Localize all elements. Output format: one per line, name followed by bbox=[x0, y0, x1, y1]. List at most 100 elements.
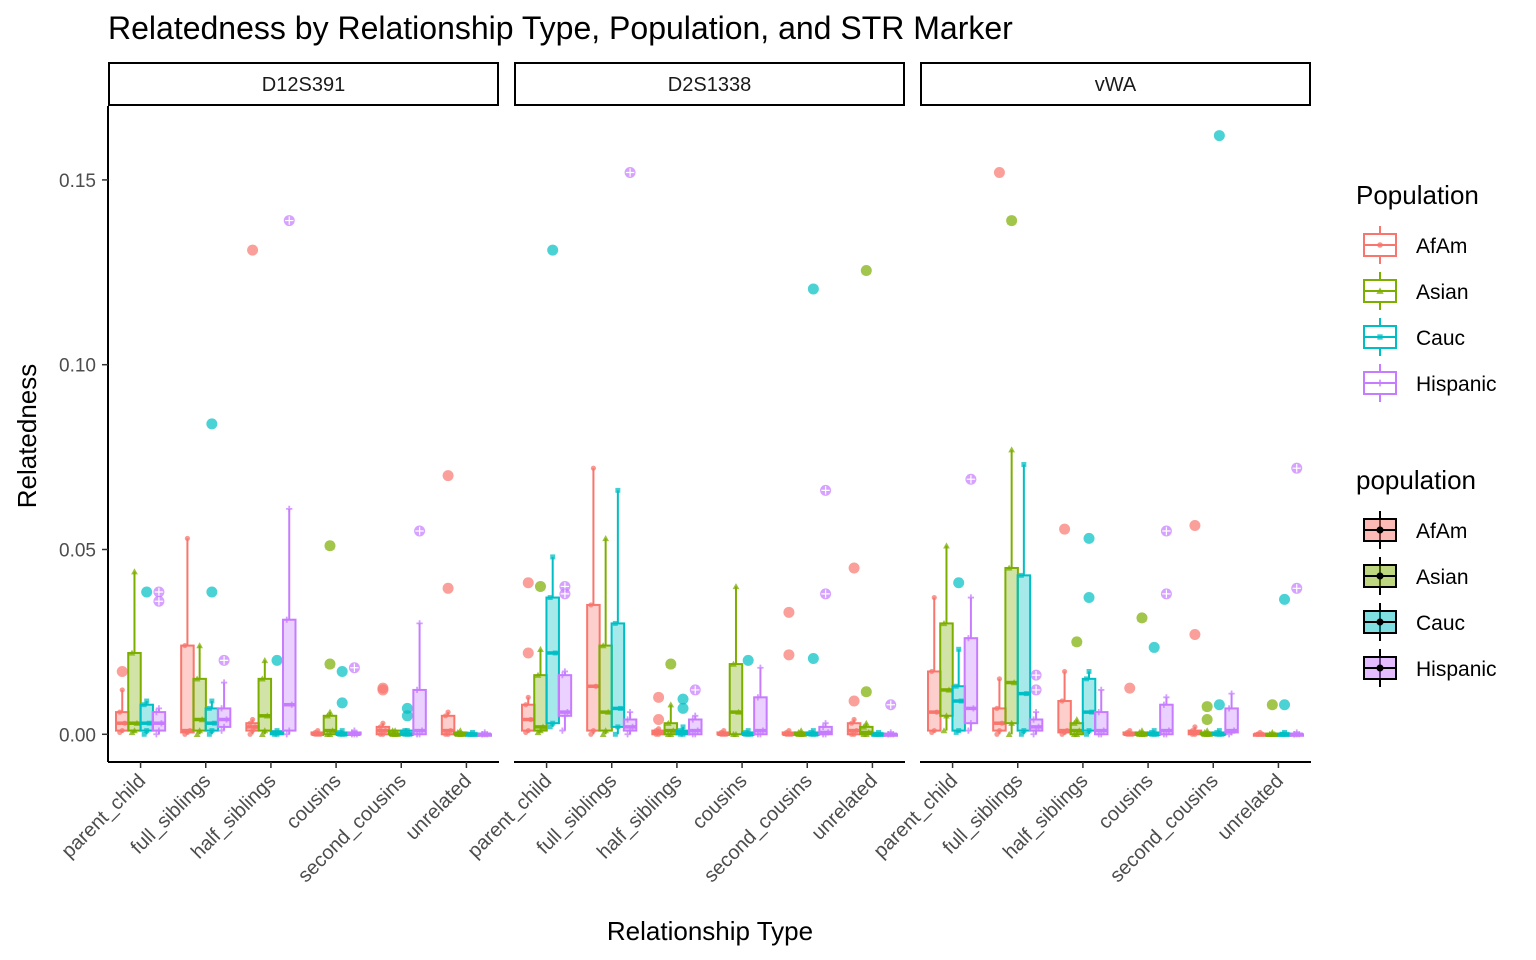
jitter-point bbox=[249, 716, 256, 723]
jitter-point bbox=[1030, 731, 1037, 738]
jitter-point-shape bbox=[193, 675, 201, 682]
jitter-point bbox=[523, 702, 529, 708]
jitter-point-shape bbox=[1192, 724, 1198, 730]
jitter-point bbox=[382, 727, 389, 734]
jitter-point bbox=[380, 731, 386, 737]
box-D12S391-second_cousins-AfAm bbox=[375, 682, 391, 737]
category-group-cousins: cousins bbox=[1094, 525, 1174, 833]
box-vWA-half_siblings-AfAm bbox=[1057, 523, 1072, 737]
jitter-point-shape bbox=[748, 731, 754, 737]
outlier-point-shape bbox=[1150, 644, 1158, 651]
jitter-point bbox=[550, 554, 556, 560]
jitter-point bbox=[1030, 716, 1037, 723]
jitter-point-shape bbox=[667, 701, 675, 708]
jitter-point bbox=[958, 698, 964, 704]
jitter-point bbox=[694, 727, 701, 734]
outlier-point-shape bbox=[679, 705, 687, 712]
legend-key-dot bbox=[1376, 572, 1384, 580]
jitter-point bbox=[196, 642, 204, 649]
jitter-point bbox=[1160, 701, 1168, 708]
jitter-point-shape bbox=[730, 660, 737, 667]
jitter-point bbox=[754, 694, 762, 701]
box-iqr bbox=[204, 707, 220, 732]
jitter-point-shape bbox=[277, 729, 282, 735]
box-vWA-second_cousins-AfAm bbox=[1187, 519, 1203, 737]
jitter-point-shape bbox=[810, 728, 816, 734]
jitter-point-shape bbox=[206, 731, 212, 737]
box-iqr bbox=[1081, 677, 1097, 732]
jitter-point-shape bbox=[198, 716, 206, 723]
jitter-point-shape bbox=[1268, 729, 1276, 736]
jitter-point bbox=[967, 720, 975, 727]
outlier-point bbox=[1189, 519, 1201, 531]
jitter-point bbox=[456, 727, 464, 734]
jitter-point bbox=[1005, 564, 1013, 571]
jitter-point bbox=[283, 731, 290, 738]
jitter-point-shape bbox=[678, 728, 683, 734]
outlier-point-dot bbox=[522, 647, 534, 659]
jitter-point bbox=[1073, 716, 1081, 723]
jitter-point bbox=[1018, 731, 1024, 737]
jitter-point-shape bbox=[658, 729, 664, 736]
jitter-point bbox=[745, 731, 751, 737]
jitter-point-shape bbox=[402, 731, 408, 737]
outlier-point bbox=[348, 662, 360, 674]
box-D12S391-full_siblings-Cauc bbox=[204, 418, 220, 737]
jitter-point bbox=[1230, 727, 1238, 734]
jitter-point-shape bbox=[128, 649, 136, 656]
box-iqr bbox=[533, 674, 548, 732]
jitter-point bbox=[996, 676, 1003, 682]
jitter-point bbox=[617, 705, 623, 711]
jitter-point-shape bbox=[286, 505, 293, 512]
box-D2S1338-cousins-Asian bbox=[728, 583, 744, 737]
box-vWA-second_cousins-Asian bbox=[1199, 701, 1215, 737]
jitter-point bbox=[418, 727, 426, 734]
jitter-point bbox=[258, 730, 266, 737]
jitter-point-shape bbox=[1098, 686, 1105, 694]
jitter-point-shape bbox=[1203, 727, 1211, 734]
jitter-point bbox=[1149, 729, 1155, 735]
jitter-point bbox=[155, 705, 163, 712]
jitter-point-shape bbox=[626, 727, 634, 734]
outlier-point-dot bbox=[653, 713, 665, 725]
jitter-point bbox=[144, 698, 150, 704]
jitter-point bbox=[943, 712, 950, 719]
jitter-point bbox=[315, 727, 321, 734]
box-D12S391-unrelated-AfAm bbox=[440, 470, 456, 737]
outlier-point bbox=[218, 654, 230, 666]
jitter-point-shape bbox=[153, 731, 160, 738]
jitter-point-shape bbox=[1070, 719, 1078, 726]
jitter-point bbox=[1127, 727, 1133, 734]
jitter-point-shape bbox=[940, 620, 948, 627]
outlier-point bbox=[860, 264, 872, 276]
jitter-point bbox=[442, 713, 449, 719]
jitter-point bbox=[929, 668, 935, 675]
jitter-point-shape bbox=[1194, 729, 1201, 736]
jitter-point bbox=[470, 729, 475, 735]
box-D2S1338-unrelated-AfAm bbox=[846, 562, 862, 737]
jitter-point bbox=[876, 729, 881, 735]
outlier-point-shape bbox=[285, 216, 294, 225]
jitter-point-shape bbox=[1279, 731, 1285, 737]
jitter-point bbox=[1216, 728, 1222, 734]
jitter-point-shape bbox=[119, 687, 125, 693]
jitter-point-shape bbox=[315, 727, 321, 734]
outlier-point bbox=[1071, 636, 1083, 648]
jitter-point-shape bbox=[757, 664, 764, 671]
jitter-point-shape bbox=[252, 724, 258, 730]
jitter-point-shape bbox=[283, 616, 290, 623]
jitter-point bbox=[198, 716, 206, 723]
jitter-point-shape bbox=[1284, 731, 1290, 737]
jitter-point-shape bbox=[1030, 731, 1037, 738]
jitter-point bbox=[274, 731, 280, 737]
jitter-point bbox=[1021, 728, 1027, 734]
jitter-point-shape bbox=[878, 731, 884, 737]
legend-label-Cauc: Cauc bbox=[1416, 327, 1465, 350]
panel-D2S1338: D2S1338parent_childfull_siblingshalf_sib… bbox=[464, 62, 905, 887]
jitter-point-shape bbox=[182, 642, 188, 649]
box-vWA-cousins-Hispanic bbox=[1159, 525, 1174, 738]
jitter-point bbox=[119, 727, 125, 734]
box-D12S391-parent_child-Asian bbox=[127, 568, 142, 736]
legend-1: population AfAm Asian Cauc Hispanic bbox=[1356, 465, 1497, 687]
jitter-point-shape bbox=[342, 731, 348, 737]
